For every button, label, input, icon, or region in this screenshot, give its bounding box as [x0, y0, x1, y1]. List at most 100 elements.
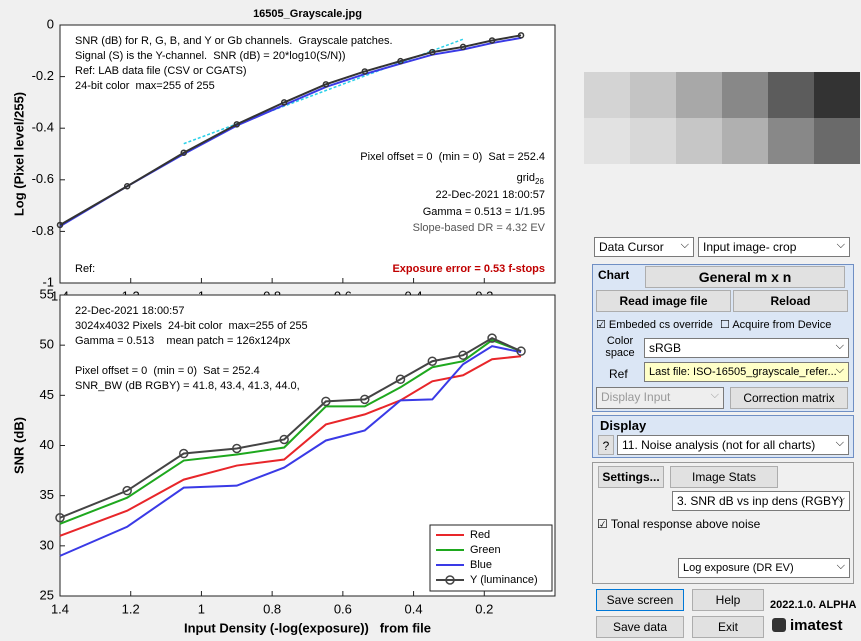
plots: 16505_Grayscale.jpg Log (Pixel level/255)…	[11, 8, 556, 635]
marker	[429, 48, 436, 56]
marker	[179, 448, 189, 459]
y-tick-label: 40	[40, 437, 54, 452]
chart-type[interactable]: General m x n	[645, 266, 845, 288]
series-line	[59, 345, 522, 557]
y-axis-label: Log (Pixel level/255)	[11, 92, 26, 216]
button[interactable]: Read image file	[596, 290, 731, 312]
y-tick-label: -0.6	[32, 171, 54, 186]
marker	[279, 434, 289, 445]
series-line	[59, 339, 522, 525]
legend-label: Y (luminance)	[470, 574, 538, 586]
annotation: 24-bit color max=255 of 255	[75, 80, 215, 92]
version: 2022.1.0. ALPHA	[770, 599, 857, 611]
x-tick-label: 1	[198, 601, 205, 616]
series-line	[59, 34, 522, 226]
dropdown[interactable]: Log exposure (DR EV)	[678, 558, 850, 578]
button[interactable]: Settings...	[598, 466, 664, 488]
dropdown[interactable]: sRGB	[644, 338, 849, 358]
marker	[122, 485, 132, 496]
legend-label: Blue	[470, 559, 492, 571]
dropdown[interactable]: 3. SNR dB vs inp dens (RGBY)	[672, 491, 850, 511]
label: Ref	[609, 367, 628, 381]
y-tick-label: -1	[42, 274, 54, 289]
marker	[361, 68, 369, 75]
annotation: Ref:	[75, 263, 95, 275]
marker	[360, 394, 370, 405]
x-tick-label: 0.4	[405, 601, 423, 616]
legend-label: Red	[470, 529, 490, 541]
legend-label: Green	[470, 544, 501, 556]
marker	[517, 32, 525, 39]
marker	[56, 221, 64, 229]
y-tick-label: 25	[40, 587, 54, 602]
annotation: Slope-based DR = 4.32 EV	[413, 222, 546, 234]
button[interactable]: Image Stats	[670, 466, 778, 488]
dropdown[interactable]: Input image- crop	[698, 237, 850, 257]
button[interactable]: ?	[598, 435, 614, 455]
marker	[397, 57, 404, 65]
logo-icon	[772, 618, 786, 632]
y-tick-label: -0.8	[32, 223, 54, 238]
annotation: Exposure error = 0.53 f-stops	[392, 263, 545, 275]
checkbox[interactable]: ☑ Embeded cs override	[596, 319, 713, 331]
marker	[321, 396, 331, 407]
label: Embeded cs override	[608, 319, 713, 331]
annotation: Pixel offset = 0 (min = 0) Sat = 252.4	[75, 365, 260, 377]
checkbox[interactable]: ☐ Acquire from Device	[720, 319, 832, 331]
dropdown: Display Input	[596, 387, 724, 409]
dropdown[interactable]: Last file: ISO-16505_grayscale_refer...	[644, 362, 849, 382]
button[interactable]: Correction matrix	[730, 387, 848, 409]
y-tick-label: 30	[40, 537, 54, 552]
y-tick-label: -0.2	[32, 68, 54, 83]
y-tick-label: 0	[47, 16, 54, 31]
y-tick-label: -0.4	[32, 120, 54, 135]
marker	[488, 37, 496, 44]
y-axis-label: SNR (dB)	[11, 417, 26, 474]
button[interactable]: Help	[692, 589, 764, 611]
annotation: 22-Dec-2021 18:00:57	[75, 305, 184, 317]
x-tick-label: 0.6	[334, 601, 352, 616]
brand: imatest	[790, 617, 843, 634]
legend-marker	[445, 575, 455, 585]
annotation: grid	[517, 172, 535, 184]
x-tick-label: 1.2	[122, 601, 140, 616]
y-tick-label: 55	[40, 286, 54, 301]
marker	[395, 374, 406, 385]
marker	[458, 350, 468, 360]
options-section	[592, 462, 854, 584]
dropdown[interactable]: 11. Noise analysis (not for all charts)	[617, 435, 849, 455]
button[interactable]: Save data	[596, 616, 684, 638]
annotation: 22-Dec-2021 18:00:57	[436, 189, 545, 201]
button[interactable]: Exit	[692, 616, 764, 638]
x-tick-label: 0.8	[263, 601, 281, 616]
label: Display	[600, 418, 647, 433]
y-tick-label: 35	[40, 487, 54, 502]
marker	[280, 99, 288, 106]
button[interactable]: Reload	[733, 290, 848, 312]
series-line	[59, 337, 522, 519]
marker	[55, 512, 65, 523]
x-tick-label: 1.4	[51, 601, 69, 616]
marker	[180, 149, 187, 156]
plot-area	[59, 24, 556, 284]
marker	[233, 121, 241, 128]
checkbox[interactable]: ☑ Tonal response above noise	[597, 517, 761, 531]
marker	[123, 183, 131, 190]
marker	[427, 356, 438, 366]
dropdown[interactable]: Data Cursor	[594, 237, 694, 257]
label: Color space	[605, 335, 635, 359]
label: Chart	[598, 268, 630, 282]
annotation: Gamma = 0.513 mean patch = 126x124px	[75, 335, 291, 347]
annotation: Ref: LAB data file (CSV or CGATS)	[75, 65, 247, 77]
annotation: Gamma = 0.513 = 1/1.95	[423, 206, 545, 218]
marker	[232, 443, 242, 454]
button[interactable]: Save screen	[596, 589, 684, 611]
y-tick-label: 50	[40, 337, 54, 352]
x-tick-label: 0.2	[475, 601, 493, 616]
annotation: Pixel offset = 0 (min = 0) Sat = 252.4	[360, 151, 545, 163]
label: Acquire from Device	[732, 319, 832, 331]
annotation: Signal (S) is the Y-channel. SNR (dB) = …	[75, 50, 346, 62]
x-axis-label: Input Density (-log(exposure)) from file	[184, 620, 431, 635]
marker	[516, 346, 526, 356]
